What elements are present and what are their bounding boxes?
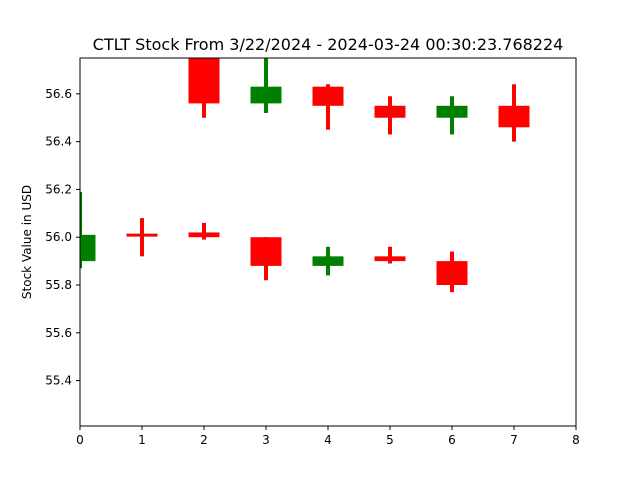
candle-body (498, 105, 530, 128)
y-tick-label: 55.8 (45, 278, 72, 292)
candle-body (312, 86, 344, 106)
y-tick-label: 55.4 (45, 374, 72, 388)
y-tick-label: 56.4 (45, 135, 72, 149)
x-tick-label: 2 (200, 433, 208, 447)
y-axis-ticks: 55.4 55.6 55.8 56.0 56.2 56.4 56.6 (45, 87, 80, 388)
y-tick-label: 55.6 (45, 326, 72, 340)
candle-body (374, 105, 406, 118)
candles-group (80, 58, 530, 293)
candle-body (436, 105, 468, 118)
y-axis-label: Stock Value in USD (20, 185, 34, 299)
x-axis-ticks: 0 1 2 3 4 5 6 7 8 (76, 426, 580, 447)
plot-frame (79, 57, 577, 427)
x-tick-label: 4 (324, 433, 332, 447)
x-tick-label: 8 (572, 433, 580, 447)
y-tick-label: 56.2 (45, 182, 72, 196)
x-tick-label: 6 (448, 433, 456, 447)
x-tick-label: 0 (76, 433, 84, 447)
x-tick-label: 5 (386, 433, 394, 447)
candle-body (312, 256, 344, 266)
candle-body (126, 233, 158, 237)
candle-body (188, 58, 220, 104)
y-tick-label: 56.0 (45, 230, 72, 244)
candle-body (250, 86, 282, 104)
candle-body (188, 232, 220, 238)
x-tick-label: 1 (138, 433, 146, 447)
chart-title: CTLT Stock From 3/22/2024 - 2024-03-24 0… (93, 35, 564, 54)
x-tick-label: 3 (262, 433, 270, 447)
y-tick-label: 56.6 (45, 87, 72, 101)
candle-body (436, 261, 468, 286)
x-tick-label: 7 (510, 433, 518, 447)
candle-body (80, 234, 96, 262)
candle-body (250, 237, 282, 266)
candle-body (374, 256, 406, 262)
